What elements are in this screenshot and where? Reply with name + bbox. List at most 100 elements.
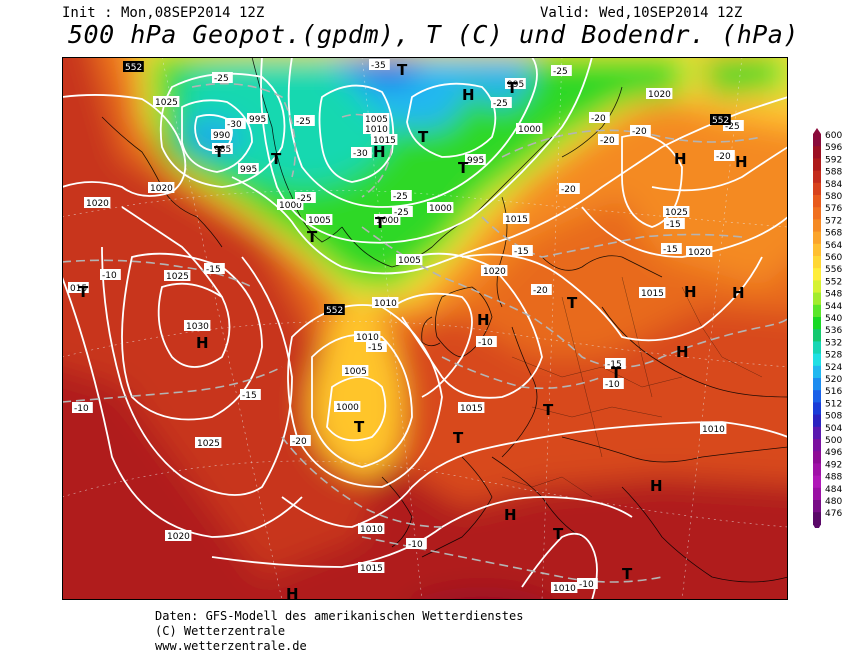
legend-label: 540 [825, 314, 842, 324]
svg-text:-10: -10 [579, 580, 594, 590]
svg-text:1000: 1000 [376, 216, 399, 226]
svg-text:985: 985 [214, 145, 231, 155]
isotherm-label: -10 [577, 578, 598, 590]
credits-website[interactable]: www.wetterzentrale.de [155, 639, 307, 653]
legend-swatch [813, 182, 821, 196]
legend-swatch [813, 317, 821, 330]
legend-swatch [813, 500, 821, 513]
credits-data-source: Daten: GFS-Modell des amerikanischen Wet… [155, 609, 524, 623]
low-pressure-marker: T [611, 364, 622, 382]
svg-text:-20: -20 [600, 136, 615, 146]
low-pressure-marker: T [458, 159, 469, 177]
svg-text:552: 552 [326, 306, 343, 316]
svg-text:995: 995 [249, 115, 266, 125]
high-pressure-marker: H [684, 283, 697, 301]
legend-label: 568 [825, 229, 842, 239]
isotherm-label: -20 [598, 134, 619, 146]
svg-text:-25: -25 [394, 208, 409, 218]
svg-text:995: 995 [467, 156, 484, 166]
svg-text:-20: -20 [533, 286, 548, 296]
isobar-label: 995 [505, 78, 526, 90]
isotherm-label: -25 [723, 120, 744, 132]
isobar-label: 1000 [277, 199, 304, 211]
svg-text:1010: 1010 [553, 584, 576, 594]
low-pressure-marker: T [397, 61, 408, 79]
map-title: 500 hPa Geopot.(gpdm), T (C) und Bodendr… [68, 20, 799, 49]
svg-text:552: 552 [712, 116, 729, 126]
svg-text:1015: 1015 [641, 289, 664, 299]
isobar-label: 1010 [358, 523, 385, 535]
svg-text:-25: -25 [214, 74, 229, 84]
low-pressure-marker: T [567, 294, 578, 312]
legend-label: 476 [825, 509, 842, 519]
svg-text:-15: -15 [607, 360, 622, 370]
isobar-label: 1015 [371, 134, 398, 146]
svg-text:995: 995 [240, 165, 257, 175]
isotherm-label: -10 [603, 378, 624, 390]
legend-label: 496 [825, 448, 842, 458]
high-pressure-marker: H [650, 477, 663, 495]
legend-swatch [813, 353, 821, 367]
isotherm-label: -15 [512, 245, 533, 257]
isotherm-label: -20 [630, 125, 651, 137]
legend-label: 544 [825, 302, 842, 312]
isobar-label: 1005 [306, 214, 333, 226]
svg-text:-25: -25 [493, 99, 508, 109]
isobar-label: 1005 [342, 365, 369, 377]
legend-label: 528 [825, 351, 842, 361]
legend-swatch [813, 439, 821, 452]
low-pressure-marker: T [553, 525, 564, 543]
legend-swatch [813, 402, 821, 416]
isobar-label: 1020 [165, 530, 192, 542]
legend-label: 500 [825, 436, 842, 446]
isotherm-label: -25 [212, 72, 233, 84]
svg-text:-25: -25 [553, 67, 568, 77]
legend-label: 488 [825, 473, 842, 483]
svg-text:1025: 1025 [155, 98, 178, 108]
isobar-label: 1025 [164, 270, 191, 282]
low-pressure-marker: T [307, 228, 318, 246]
legend-swatch [813, 487, 821, 501]
legend-label: 596 [825, 143, 842, 153]
legend-label: 524 [825, 363, 842, 373]
isotherm-label: -30 [225, 118, 246, 130]
svg-text:1010: 1010 [365, 125, 388, 135]
coastlines [101, 57, 788, 583]
isobar-label: 1010 [354, 331, 381, 343]
geopotential-label: 552 [710, 114, 731, 126]
isobar-label: 985 [212, 143, 233, 155]
isotherm-label: -10 [72, 402, 93, 414]
isobar-label: 1020 [646, 88, 673, 100]
high-pressure-marker: H [674, 150, 687, 168]
isobar-label: 1000 [427, 202, 454, 214]
svg-text:-10: -10 [605, 380, 620, 390]
high-pressure-marker: H [196, 334, 209, 352]
svg-text:-20: -20 [591, 114, 606, 124]
legend-swatch [813, 268, 821, 281]
svg-text:1010: 1010 [374, 299, 397, 309]
isotherm-label: -20 [290, 435, 311, 447]
legend-label: 584 [825, 180, 842, 190]
legend-swatch [813, 414, 821, 428]
isobar-label: 015 [68, 282, 89, 294]
legend-label: 564 [825, 241, 842, 251]
legend-swatch [813, 280, 821, 294]
legend-swatch [813, 292, 821, 306]
isobar-label: 1025 [195, 437, 222, 449]
legend-top-arrow [813, 128, 821, 134]
legend-label: 580 [825, 192, 842, 202]
svg-text:1000: 1000 [336, 403, 359, 413]
isotherm-label: -15 [240, 389, 261, 401]
low-pressure-marker: T [418, 128, 429, 146]
isobar-label: 1005 [396, 254, 423, 266]
legend-label: 560 [825, 253, 842, 263]
svg-text:-15: -15 [663, 245, 678, 255]
svg-text:1000: 1000 [279, 201, 302, 211]
svg-text:1005: 1005 [365, 115, 388, 125]
valid-time: Valid: Wed,10SEP2014 12Z [540, 5, 743, 21]
isotherm-labels: -25 -30 -25 -35 -30 -25 -25 -25 -25 -25 -20 -20 -20 -… [72, 59, 744, 590]
isotherm-label: -10 [406, 538, 427, 550]
legend-label: 532 [825, 338, 842, 348]
svg-text:-35: -35 [371, 61, 386, 71]
svg-text:-30: -30 [353, 149, 368, 159]
